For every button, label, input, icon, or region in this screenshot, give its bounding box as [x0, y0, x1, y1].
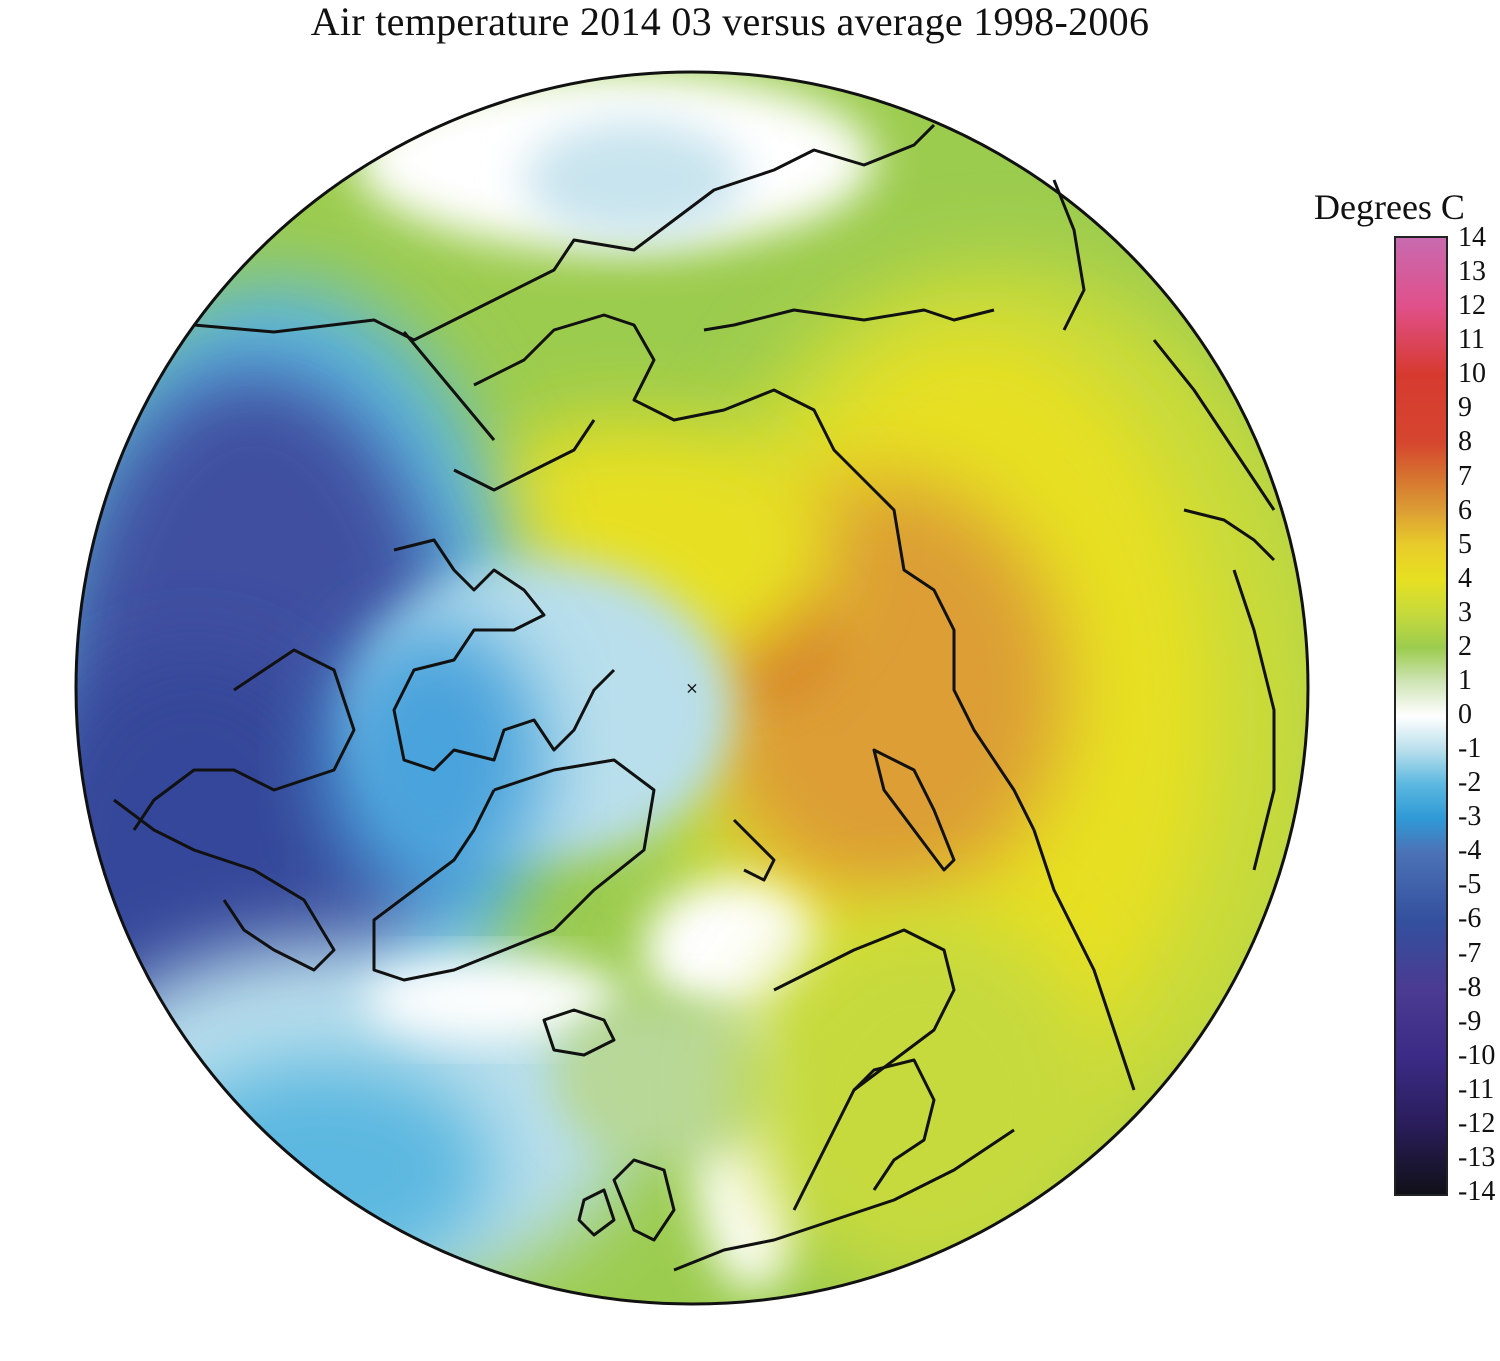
coast-okhotsk [1152, 339, 1276, 511]
coast-ireland [577, 1188, 616, 1237]
color-scale-tick: -11 [1458, 1073, 1495, 1105]
coast-novaya-zemlya [872, 748, 956, 872]
coast-canada-archipelago [392, 538, 616, 772]
color-scale-bar [1394, 236, 1448, 1196]
polar-map: × [74, 70, 1310, 1306]
color-scale-tick: 2 [1458, 630, 1472, 662]
color-scale-tick: -9 [1458, 1005, 1482, 1037]
coast-east-siberia-lake [1183, 508, 1276, 562]
color-scale-tick: 4 [1458, 562, 1472, 594]
color-scale-tick: 0 [1458, 699, 1472, 730]
field-europe-warm [744, 910, 1104, 1290]
color-scale-tick: 10 [1458, 358, 1486, 390]
color-scale-tick: -14 [1458, 1176, 1496, 1207]
coast-ural-region [1032, 829, 1136, 1091]
north-pole-marker: × [685, 679, 698, 698]
color-scale-tick: -3 [1458, 801, 1482, 833]
color-scale-tick: 8 [1458, 426, 1472, 458]
coast-kamchatka [1052, 179, 1086, 331]
coast-british-isles [612, 1158, 676, 1242]
coast-alaska-siberia-north [193, 123, 936, 342]
coast-labrador [113, 798, 336, 972]
temperature-field [76, 72, 1308, 1304]
polar-map-svg: × [74, 70, 1310, 1306]
coast-siberia-arctic [473, 313, 1036, 831]
border-canada-alaska [402, 331, 496, 441]
coast-greenland [372, 758, 656, 982]
color-scale-tick: 1 [1458, 664, 1472, 696]
color-scale-tick: 13 [1458, 256, 1486, 288]
chart-title: Air temperature 2014 03 versus average 1… [310, 0, 1150, 44]
color-scale-tick: 6 [1458, 494, 1472, 526]
map-boundary [74, 70, 1310, 1306]
color-scale-tick: 9 [1458, 392, 1472, 424]
field-neutral-norwegian [644, 880, 824, 1020]
color-scale-tick: 7 [1458, 460, 1472, 492]
color-scale-tick: -7 [1458, 937, 1482, 969]
color-scale-tick: -8 [1458, 971, 1482, 1003]
field-neutral-tongue [364, 960, 624, 1040]
color-scale-tick: -1 [1458, 733, 1482, 765]
coast-iceland [542, 1008, 616, 1057]
field-top-cool [524, 120, 744, 240]
coast-alaska-north [453, 419, 596, 492]
legend-title: Degrees C [1314, 187, 1465, 227]
field-archipelago-cold [324, 620, 544, 900]
color-scale-tick: 5 [1458, 528, 1472, 560]
color-scale-tick: -4 [1458, 835, 1482, 867]
coast-hudson-bay [132, 648, 356, 831]
color-scale-tick: -10 [1458, 1039, 1496, 1071]
field-atlantic-cold [154, 1060, 494, 1280]
coast-east-asia [1232, 569, 1276, 871]
color-scale-tick: -5 [1458, 869, 1482, 901]
color-scale-tick: -6 [1458, 903, 1482, 935]
color-scale-tick: -2 [1458, 767, 1482, 799]
color-scale-tick: 12 [1458, 290, 1486, 322]
coast-baltic [852, 1058, 936, 1191]
coast-taymyr [703, 308, 995, 332]
color-scale-tick: 14 [1458, 222, 1486, 253]
color-scale-tick: 3 [1458, 596, 1472, 628]
color-scale-tick: 11 [1458, 324, 1485, 356]
color-scale-tick: -13 [1458, 1141, 1496, 1173]
coast-scandinavia [773, 928, 956, 1211]
color-scale-tick: -12 [1458, 1107, 1496, 1139]
coast-svalbard [732, 818, 776, 882]
coast-europe-south [673, 1128, 1015, 1272]
coastlines [113, 123, 1276, 1272]
